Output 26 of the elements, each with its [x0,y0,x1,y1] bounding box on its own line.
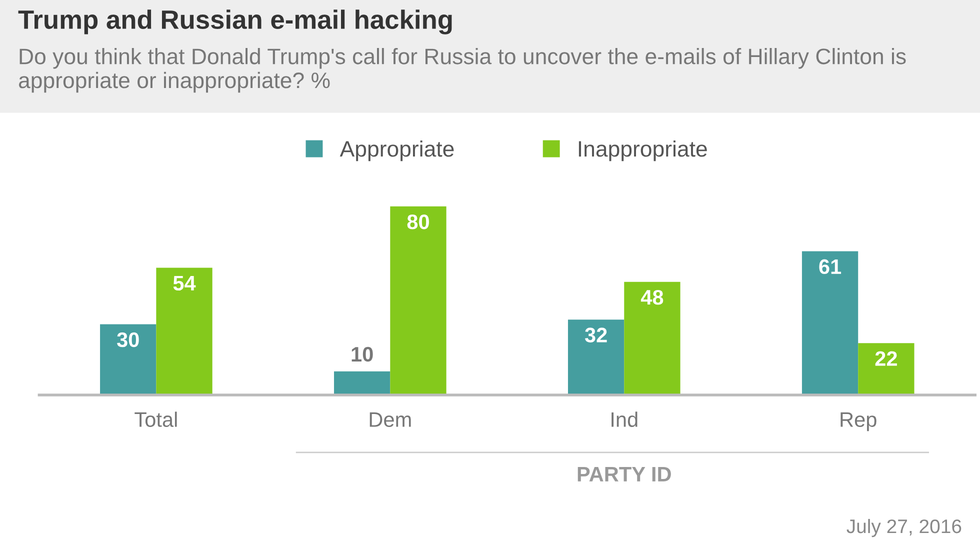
text: PARTY ID [578,467,671,482]
bar [100,324,156,395]
bar [624,282,680,395]
chart-subtitle: Do you think that Donald Trump's call for Russia to uncover the e-mails of Hillary Clinton is appropriate or inappropriate? % [18,48,906,93]
bar [802,251,858,395]
legend-label: Appropriate [340,140,454,162]
x-tick-label: Total [134,412,177,427]
chart-title: Trump and Russian e-mail hacking [18,10,452,34]
x-tick-label: Rep [840,412,876,432]
data-label: 32 [584,328,607,342]
data-label: 80 [407,214,429,230]
data-label: 30 [117,332,139,348]
x-tick-label: Ind [612,412,638,427]
bar [568,320,624,395]
data-label: 22 [875,351,897,366]
bar [390,206,446,395]
bar [334,371,390,395]
legend-label: Inappropriate [578,140,707,162]
text: July 27, 2016 [846,518,962,538]
data-label: 10 [352,346,373,362]
bar [156,268,212,395]
data-label: 54 [173,276,196,291]
data-label: 48 [640,290,664,305]
x-tick-label: Dem [370,412,411,427]
bar [858,343,914,395]
data-label: 61 [819,259,842,274]
